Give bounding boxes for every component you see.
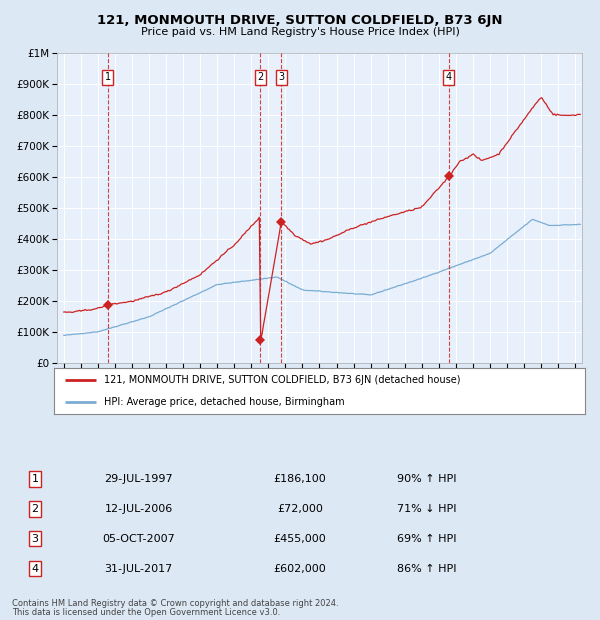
Text: 121, MONMOUTH DRIVE, SUTTON COLDFIELD, B73 6JN (detached house): 121, MONMOUTH DRIVE, SUTTON COLDFIELD, B… (104, 375, 461, 385)
Text: 2: 2 (257, 73, 263, 82)
Text: 1: 1 (32, 474, 38, 484)
Text: This data is licensed under the Open Government Licence v3.0.: This data is licensed under the Open Gov… (12, 608, 280, 617)
Text: Price paid vs. HM Land Registry's House Price Index (HPI): Price paid vs. HM Land Registry's House … (140, 27, 460, 37)
Text: 05-OCT-2007: 05-OCT-2007 (103, 534, 175, 544)
Text: £602,000: £602,000 (274, 564, 326, 574)
Text: 29-JUL-1997: 29-JUL-1997 (104, 474, 173, 484)
Text: 2: 2 (31, 504, 38, 514)
Text: £186,100: £186,100 (274, 474, 326, 484)
Text: 69% ↑ HPI: 69% ↑ HPI (397, 534, 457, 544)
Text: 12-JUL-2006: 12-JUL-2006 (104, 504, 173, 514)
Text: 1: 1 (104, 73, 110, 82)
Text: HPI: Average price, detached house, Birmingham: HPI: Average price, detached house, Birm… (104, 397, 345, 407)
Text: 3: 3 (32, 534, 38, 544)
Text: £455,000: £455,000 (274, 534, 326, 544)
Text: 31-JUL-2017: 31-JUL-2017 (104, 564, 173, 574)
Text: 3: 3 (278, 73, 284, 82)
Text: 71% ↓ HPI: 71% ↓ HPI (397, 504, 457, 514)
Text: 90% ↑ HPI: 90% ↑ HPI (397, 474, 457, 484)
Text: 4: 4 (31, 564, 38, 574)
Text: 121, MONMOUTH DRIVE, SUTTON COLDFIELD, B73 6JN: 121, MONMOUTH DRIVE, SUTTON COLDFIELD, B… (97, 14, 503, 27)
Text: 86% ↑ HPI: 86% ↑ HPI (397, 564, 457, 574)
Text: 4: 4 (446, 73, 452, 82)
Text: Contains HM Land Registry data © Crown copyright and database right 2024.: Contains HM Land Registry data © Crown c… (12, 599, 338, 608)
Text: £72,000: £72,000 (277, 504, 323, 514)
